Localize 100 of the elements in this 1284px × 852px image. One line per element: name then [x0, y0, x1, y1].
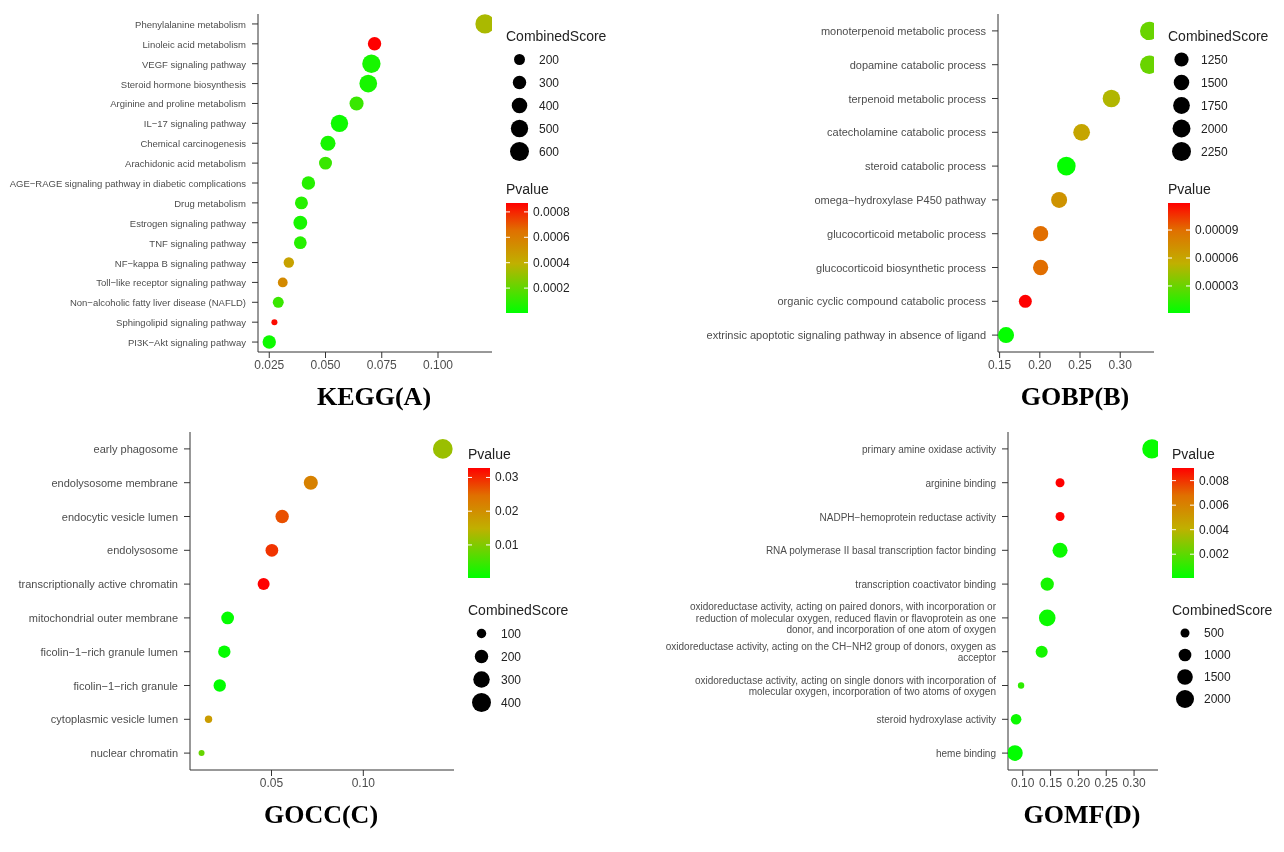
color-bar-label: 0.00003 [1195, 278, 1239, 293]
legend-label: 500 [539, 121, 560, 136]
color-bar-label: 0.004 [1199, 522, 1230, 537]
y-tick-label: omega−hydroxylase P450 pathway [814, 193, 987, 206]
color-bar-title: Pvalue [468, 446, 512, 462]
x-tick-label: 0.10 [351, 775, 376, 790]
legend-label: 1750 [1201, 98, 1228, 113]
legend-label: 600 [539, 144, 560, 159]
y-tick-label: cytoplasmic vesicle lumen [50, 713, 178, 726]
x-tick-label: 0.30 [1122, 775, 1147, 790]
y-tick-label: oxidoreductase activity, acting on the CH−NH2 group of donors, oxygen as acceptor [665, 640, 997, 663]
y-tick-label: NADPH−hemoprotein reductase activity [819, 511, 996, 522]
y-tick-label: terpenoid metabolic process [848, 92, 987, 105]
color-bar-label: 0.002 [1199, 547, 1230, 562]
y-tick-label: AGE−RAGE signaling pathway in diabetic complications [9, 177, 247, 189]
y-tick-label: Chemical carcinogenesis [140, 137, 247, 149]
x-tick-label: 0.025 [254, 357, 285, 372]
legend-label: 200 [539, 52, 560, 67]
y-tick-label: steroid hydroxylase activity [876, 713, 996, 725]
legend-title: CombinedScore [506, 28, 608, 44]
y-tick-label: oxidoreductase activity, acting on single donors with incorporation of molecular oxygen, incorporation of two atoms of oxygen [694, 674, 997, 697]
y-tick-label: endolysosome [107, 544, 178, 557]
color-bar-title: Pvalue [1168, 181, 1212, 197]
x-tick-label: 0.10 [1011, 775, 1035, 790]
color-bar-label: 0.01 [495, 537, 519, 552]
y-tick-label: Steroid hormone biosynthesis [120, 78, 247, 90]
color-bar-label: 0.0004 [533, 255, 571, 270]
y-tick-label: RNA polymerase II basal transcription factor binding [765, 544, 996, 556]
legend-label: 2000 [1201, 121, 1228, 136]
color-bar-label: 0.03 [495, 470, 519, 485]
color-bar-label: 0.02 [495, 504, 519, 519]
color-bar-label: 0.0008 [533, 204, 571, 219]
y-tick-label: glucocorticoid biosynthetic process [816, 261, 987, 274]
y-tick-label: early phagosome [93, 442, 178, 455]
y-tick-label: IL−17 signaling pathway [143, 117, 247, 129]
legend-label: 1250 [1201, 52, 1228, 67]
y-tick-label: catecholamine catabolic process [827, 126, 987, 139]
y-tick-label: nuclear chromatin [90, 747, 178, 760]
legend-label: 1500 [1201, 75, 1228, 90]
x-tick-label: 0.30 [1108, 357, 1133, 372]
y-tick-label: Non−alcoholic fatty liver disease (NAFLD) [69, 296, 246, 308]
legend-label: 200 [501, 649, 522, 664]
y-tick-label: Arginine and proline metabolism [110, 97, 247, 109]
y-tick-label: mitochondrial outer membrane [28, 611, 178, 624]
text: GOMF(D) [1022, 800, 1142, 830]
legend-label: 2250 [1201, 144, 1228, 159]
legend-label: 2000 [1204, 692, 1231, 706]
y-tick-label: TNF signaling pathway [149, 237, 247, 249]
y-tick-label: oxidoreductase activity, acting on paired donors, with incorporation or reduction of molecular oxygen, reduced flavin or flavoprotein as one donor, and incorporation of one atom of oxygen [689, 600, 997, 635]
color-bar-label: 0.006 [1199, 498, 1230, 513]
y-tick-label: PI3K−Akt signaling pathway [127, 336, 247, 348]
y-tick-label: heme binding [935, 747, 996, 759]
color-bar-title: Pvalue [506, 181, 550, 197]
x-tick-label: 0.075 [366, 357, 398, 372]
y-tick-label: monoterpenoid metabolic process [820, 24, 987, 37]
y-tick-label: Arachidonic acid metabolism [125, 157, 247, 169]
x-tick-label: 0.05 [259, 775, 284, 790]
x-tick-label: 0.25 [1068, 357, 1093, 372]
text: GOBP(B) [1019, 382, 1131, 412]
legend-label: 1500 [1204, 670, 1231, 684]
legend-label: 400 [501, 695, 522, 710]
legend-label: 500 [1204, 626, 1225, 640]
y-tick-label: endolysosome membrane [51, 476, 178, 489]
x-tick-label: 0.25 [1094, 775, 1119, 790]
y-tick-label: endocytic vesicle lumen [61, 510, 178, 523]
y-tick-label: organic cyclic compound catabolic process [777, 295, 987, 308]
x-tick-label: 0.050 [310, 357, 341, 372]
x-tick-label: 0.100 [422, 357, 454, 372]
legend-label: 1000 [1204, 648, 1231, 662]
x-tick-label: 0.20 [1028, 357, 1052, 372]
text: GOCC(C) [262, 800, 380, 830]
legend-label: 400 [539, 98, 560, 113]
color-bar-label: 0.0002 [533, 281, 571, 296]
y-tick-label: ficolin−1−rich granule [73, 679, 178, 692]
legend-label: 300 [539, 75, 560, 90]
y-tick-label: Drug metabolism [174, 197, 247, 209]
y-tick-label: extrinsic apoptotic signaling pathway in absence of ligand [706, 329, 986, 342]
color-bar-label: 0.00009 [1195, 223, 1239, 238]
color-bar-label: 0.008 [1199, 473, 1230, 488]
y-tick-label: transcription coactivator binding [855, 578, 996, 590]
y-tick-label: dopamine catabolic process [849, 58, 987, 71]
legend-title: CombinedScore [1172, 602, 1274, 618]
legend-title: CombinedScore [468, 602, 570, 618]
y-tick-label: transcriptionally active chromatin [18, 578, 178, 591]
color-bar-title: Pvalue [1172, 446, 1216, 462]
y-tick-label: NF−kappa B signaling pathway [114, 257, 247, 269]
x-tick-label: 0.20 [1066, 775, 1091, 790]
color-bar-label: 0.00006 [1195, 251, 1239, 265]
y-tick-label: glucocorticoid metabolic process [827, 227, 987, 240]
legend-label: 100 [501, 626, 522, 641]
y-tick-label: Linoleic acid metabolism [142, 38, 247, 50]
x-tick-label: 0.15 [987, 357, 1012, 372]
legend-label: 300 [501, 672, 522, 687]
y-tick-label: arginine binding [925, 477, 996, 489]
y-tick-label: Estrogen signaling pathway [129, 217, 247, 229]
color-bar-label: 0.0006 [533, 230, 571, 245]
x-tick-label: 0.15 [1038, 775, 1063, 790]
y-tick-label: Toll−like receptor signaling pathway [96, 276, 247, 288]
y-tick-label: ficolin−1−rich granule lumen [40, 645, 178, 658]
text: KEGG(A) [315, 382, 433, 412]
